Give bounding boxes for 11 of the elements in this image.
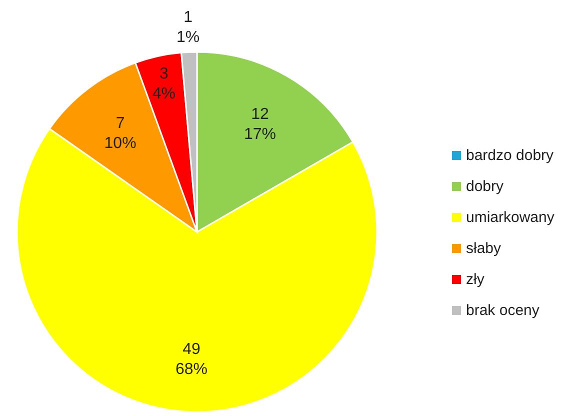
data-label: 49 68% [175,340,208,378]
data-label: 3 4% [152,66,176,103]
data-label: 1 1% [176,9,200,46]
legend-label: zły [466,271,485,288]
legend-label: umiarkowany [466,209,555,226]
legend-label: brak oceny [466,302,540,319]
data-label: 12 17% [244,106,276,143]
legend-label: słaby [466,240,502,257]
legend-label: dobry [466,178,504,195]
data-label: 7 10% [104,115,136,152]
legend-label: bardzo dobry [466,147,554,164]
